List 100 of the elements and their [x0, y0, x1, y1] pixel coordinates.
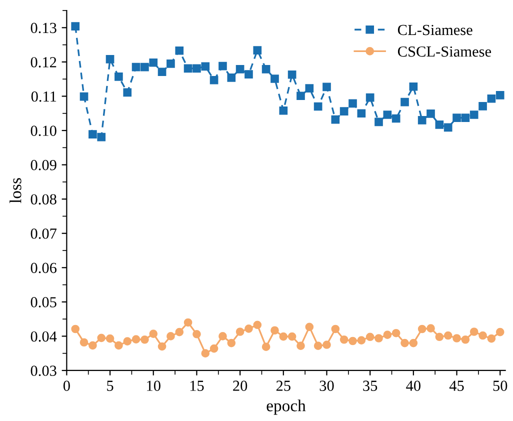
point — [470, 328, 478, 336]
point — [88, 130, 97, 138]
point — [106, 334, 114, 343]
point — [253, 320, 262, 330]
point — [140, 62, 149, 72]
point — [218, 332, 227, 340]
point — [392, 114, 400, 123]
point — [244, 70, 253, 78]
point — [132, 335, 140, 344]
x-tick-label: 25 — [276, 380, 290, 391]
x-tick-label: 30 — [320, 380, 334, 391]
x-tick-label: 40 — [406, 380, 420, 391]
point — [435, 120, 444, 129]
point — [296, 342, 305, 350]
point — [166, 59, 175, 68]
point — [201, 62, 210, 71]
point — [175, 46, 184, 55]
point — [409, 82, 418, 91]
y-tick-label: 0.07 — [30, 228, 57, 239]
x-tick-label: 35 — [363, 380, 378, 391]
point — [340, 335, 348, 344]
point — [175, 328, 184, 336]
point — [348, 99, 357, 108]
point — [322, 340, 331, 349]
point — [227, 74, 236, 82]
point — [418, 116, 426, 124]
point — [418, 324, 426, 334]
point — [357, 109, 366, 118]
point — [305, 322, 314, 332]
point — [314, 342, 322, 350]
y-tick-label: 0.08 — [30, 194, 56, 205]
point — [400, 98, 409, 106]
point — [279, 332, 288, 341]
point — [383, 110, 392, 119]
point — [409, 338, 418, 348]
point — [210, 344, 218, 353]
point — [478, 102, 487, 110]
y-tick-label: 0.13 — [30, 22, 56, 34]
point — [288, 70, 296, 79]
point — [305, 84, 314, 93]
point — [140, 335, 149, 344]
point — [149, 330, 158, 338]
point — [478, 331, 487, 340]
point — [71, 324, 80, 334]
point — [106, 55, 114, 64]
y-tick-label: 0.06 — [30, 262, 57, 274]
point — [80, 338, 88, 347]
point — [192, 330, 201, 338]
x-tick-label: 0 — [63, 380, 70, 391]
point — [461, 114, 470, 122]
y-tick-label: 0.09 — [30, 160, 56, 170]
point — [487, 94, 496, 103]
legend-label: CL-Siamese — [398, 24, 472, 36]
point — [366, 93, 374, 102]
point — [314, 102, 322, 111]
point — [426, 324, 435, 332]
point — [444, 123, 452, 132]
point — [487, 334, 496, 343]
point — [340, 107, 348, 116]
x-tick-label: 10 — [147, 380, 160, 391]
point — [218, 62, 227, 70]
point — [496, 328, 504, 336]
y-tick-label: 0.05 — [30, 297, 56, 308]
y-axis-title: loss — [10, 178, 22, 204]
point — [201, 349, 210, 358]
x-tick-label: 20 — [233, 380, 248, 391]
x-tick-label: 5 — [107, 380, 114, 391]
point — [444, 331, 452, 340]
x-tick-label: 45 — [449, 380, 464, 391]
point — [435, 332, 444, 342]
point — [470, 110, 478, 119]
point — [392, 328, 400, 338]
point — [348, 336, 357, 346]
point — [357, 336, 366, 344]
y-tick-label: 0.04 — [30, 331, 57, 342]
point — [400, 338, 409, 348]
point — [366, 332, 374, 342]
x-axis-title: epoch — [266, 400, 306, 415]
point — [296, 92, 305, 100]
y-tick-label: 0.03 — [30, 366, 56, 376]
point — [114, 72, 123, 81]
point — [288, 332, 296, 341]
point — [270, 74, 279, 83]
point — [374, 118, 383, 126]
point — [80, 92, 88, 101]
point — [253, 46, 262, 54]
point — [97, 132, 106, 142]
point — [236, 64, 244, 74]
point — [166, 332, 175, 340]
point — [452, 114, 461, 122]
point — [374, 334, 383, 342]
x-tick-label: 50 — [493, 380, 508, 391]
x-tick-label: 15 — [190, 380, 204, 391]
point — [114, 341, 123, 350]
point — [184, 64, 192, 73]
point — [383, 330, 392, 339]
point — [322, 82, 331, 92]
point — [331, 324, 340, 334]
point — [123, 337, 132, 346]
point — [88, 341, 97, 350]
